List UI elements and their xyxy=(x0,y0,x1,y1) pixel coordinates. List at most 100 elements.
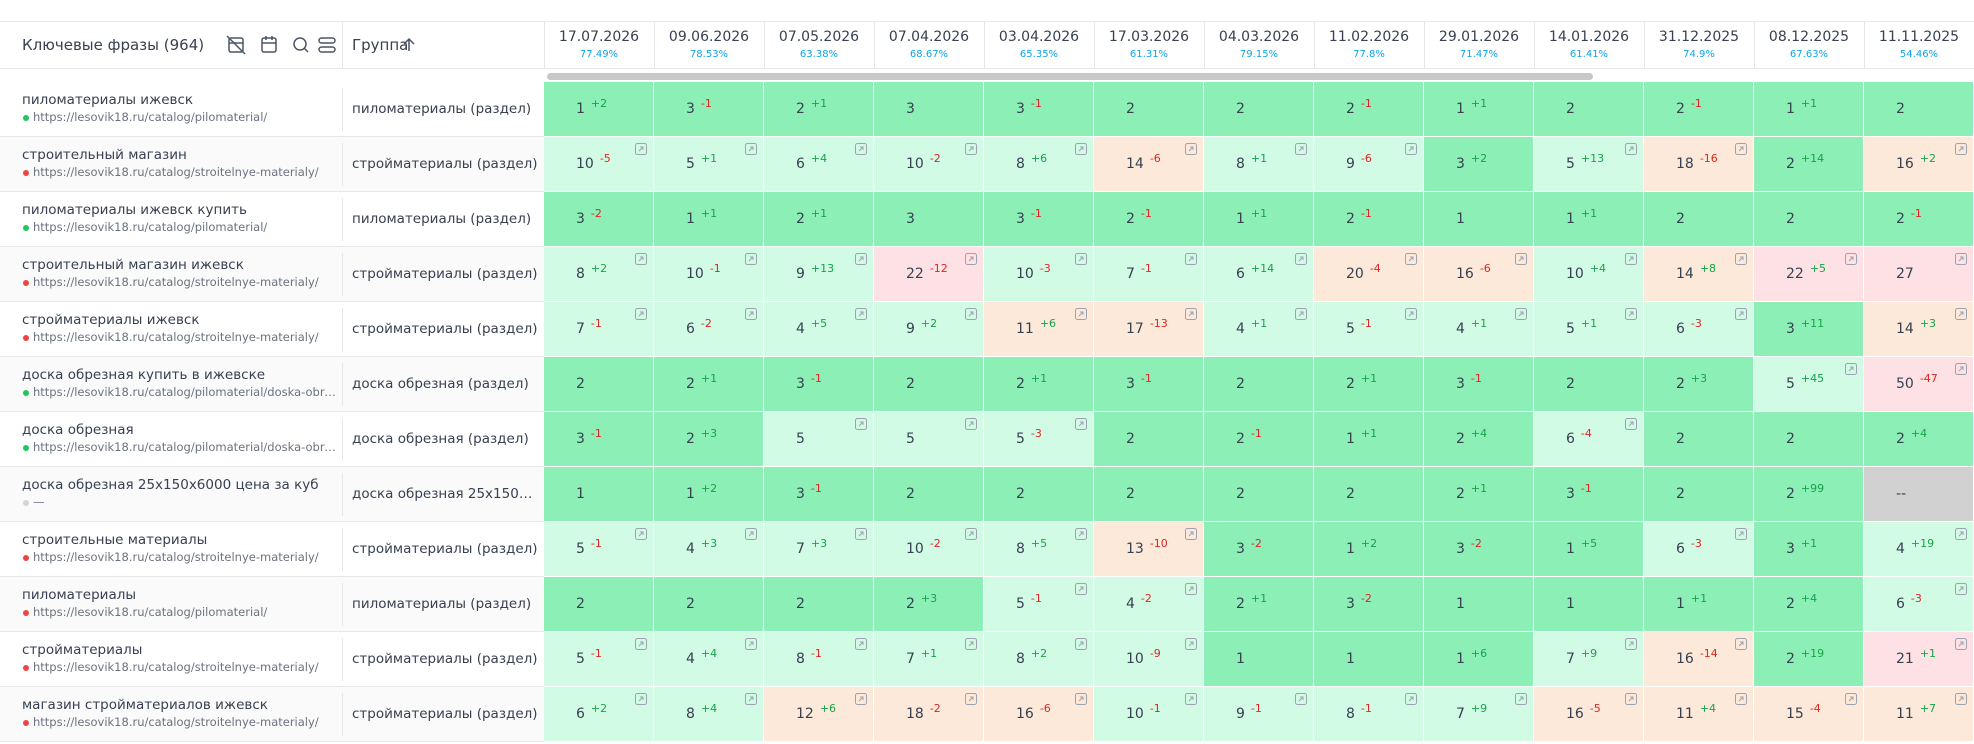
open-icon[interactable] xyxy=(1625,253,1637,265)
open-icon[interactable] xyxy=(1735,253,1747,265)
open-icon[interactable] xyxy=(1955,638,1967,650)
open-icon[interactable] xyxy=(965,418,977,430)
open-icon[interactable] xyxy=(1295,253,1307,265)
open-icon[interactable] xyxy=(1405,253,1417,265)
open-icon[interactable] xyxy=(1515,308,1527,320)
date-header[interactable]: 08.12.2025 xyxy=(1768,29,1850,45)
date-header[interactable]: 07.05.2026 xyxy=(778,29,860,45)
open-icon[interactable] xyxy=(1625,693,1637,705)
open-icon[interactable] xyxy=(635,693,647,705)
position: 5 xyxy=(1566,321,1575,337)
open-icon[interactable] xyxy=(1955,143,1967,155)
open-icon[interactable] xyxy=(1075,418,1087,430)
open-icon[interactable] xyxy=(1075,693,1087,705)
open-icon[interactable] xyxy=(855,308,867,320)
open-icon[interactable] xyxy=(1625,638,1637,650)
open-icon[interactable] xyxy=(1405,308,1417,320)
open-icon[interactable] xyxy=(745,143,757,155)
open-icon[interactable] xyxy=(1405,693,1417,705)
open-icon[interactable] xyxy=(1295,693,1307,705)
open-icon[interactable] xyxy=(745,693,757,705)
open-icon[interactable] xyxy=(855,638,867,650)
open-icon[interactable] xyxy=(1955,583,1967,595)
open-icon[interactable] xyxy=(1075,583,1087,595)
open-icon[interactable] xyxy=(1625,418,1637,430)
open-icon[interactable] xyxy=(965,308,977,320)
open-icon[interactable] xyxy=(635,638,647,650)
scrollbar[interactable] xyxy=(547,73,1593,80)
group-header[interactable]: Группа xyxy=(352,36,409,54)
date-header[interactable]: 29.01.2026 xyxy=(1438,29,1520,45)
open-icon[interactable] xyxy=(1075,308,1087,320)
date-header[interactable]: 07.04.2026 xyxy=(888,29,970,45)
open-icon[interactable] xyxy=(1185,308,1197,320)
date-header[interactable]: 03.04.2026 xyxy=(998,29,1080,45)
keywords-header[interactable]: Ключевые фразы (964) xyxy=(22,36,205,54)
open-icon[interactable] xyxy=(1625,308,1637,320)
calendar-icon[interactable] xyxy=(261,36,277,53)
open-icon[interactable] xyxy=(1185,638,1197,650)
open-icon[interactable] xyxy=(965,253,977,265)
open-icon[interactable] xyxy=(965,528,977,540)
date-header[interactable]: 09.06.2026 xyxy=(668,29,750,45)
open-icon[interactable] xyxy=(745,253,757,265)
open-icon[interactable] xyxy=(745,638,757,650)
open-icon[interactable] xyxy=(965,693,977,705)
open-icon[interactable] xyxy=(965,143,977,155)
open-icon[interactable] xyxy=(745,308,757,320)
sort-arrow[interactable] xyxy=(402,37,416,53)
open-icon[interactable] xyxy=(1295,143,1307,155)
open-icon[interactable] xyxy=(855,253,867,265)
open-icon[interactable] xyxy=(1625,143,1637,155)
open-icon[interactable] xyxy=(1185,143,1197,155)
date-header[interactable]: 11.11.2025 xyxy=(1878,29,1960,45)
open-icon[interactable] xyxy=(1735,693,1747,705)
date-header[interactable]: 11.02.2026 xyxy=(1328,29,1410,45)
open-icon[interactable] xyxy=(1405,143,1417,155)
search-icon[interactable] xyxy=(293,37,309,53)
open-icon[interactable] xyxy=(1955,308,1967,320)
open-icon[interactable] xyxy=(1735,638,1747,650)
date-header[interactable]: 04.03.2026 xyxy=(1218,29,1300,45)
open-icon[interactable] xyxy=(1735,143,1747,155)
date-header[interactable]: 17.07.2026 xyxy=(558,29,640,45)
date-header[interactable]: 31.12.2025 xyxy=(1658,29,1740,45)
open-icon[interactable] xyxy=(1185,253,1197,265)
open-icon[interactable] xyxy=(1075,253,1087,265)
open-icon[interactable] xyxy=(745,528,757,540)
date-header[interactable]: 14.01.2026 xyxy=(1548,29,1630,45)
open-icon[interactable] xyxy=(1955,528,1967,540)
open-icon[interactable] xyxy=(1185,528,1197,540)
open-icon[interactable] xyxy=(1955,693,1967,705)
open-icon[interactable] xyxy=(1735,308,1747,320)
open-icon[interactable] xyxy=(1515,693,1527,705)
url-dot xyxy=(23,170,29,176)
open-icon[interactable] xyxy=(1735,528,1747,540)
open-icon[interactable] xyxy=(635,143,647,155)
open-icon[interactable] xyxy=(1845,253,1857,265)
open-icon[interactable] xyxy=(1515,253,1527,265)
open-icon[interactable] xyxy=(855,693,867,705)
open-icon[interactable] xyxy=(635,308,647,320)
position: 3 xyxy=(576,431,585,447)
open-icon[interactable] xyxy=(635,528,647,540)
open-icon[interactable] xyxy=(855,418,867,430)
filter-icon[interactable] xyxy=(318,37,336,53)
open-icon[interactable] xyxy=(1075,528,1087,540)
open-icon[interactable] xyxy=(855,143,867,155)
date-header[interactable]: 17.03.2026 xyxy=(1108,29,1190,45)
position: 2 xyxy=(1896,431,1905,447)
open-icon[interactable] xyxy=(1185,583,1197,595)
open-icon[interactable] xyxy=(1295,308,1307,320)
open-icon[interactable] xyxy=(1075,143,1087,155)
open-icon[interactable] xyxy=(965,638,977,650)
calendar-off-icon[interactable] xyxy=(226,35,246,55)
open-icon[interactable] xyxy=(1185,693,1197,705)
open-icon[interactable] xyxy=(1845,693,1857,705)
open-icon[interactable] xyxy=(1955,253,1967,265)
open-icon[interactable] xyxy=(635,253,647,265)
open-icon[interactable] xyxy=(855,528,867,540)
open-icon[interactable] xyxy=(1955,363,1967,375)
open-icon[interactable] xyxy=(1845,363,1857,375)
open-icon[interactable] xyxy=(1075,638,1087,650)
